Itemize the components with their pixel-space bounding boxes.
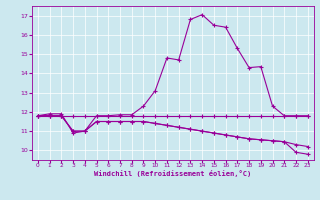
X-axis label: Windchill (Refroidissement éolien,°C): Windchill (Refroidissement éolien,°C) <box>94 170 252 177</box>
